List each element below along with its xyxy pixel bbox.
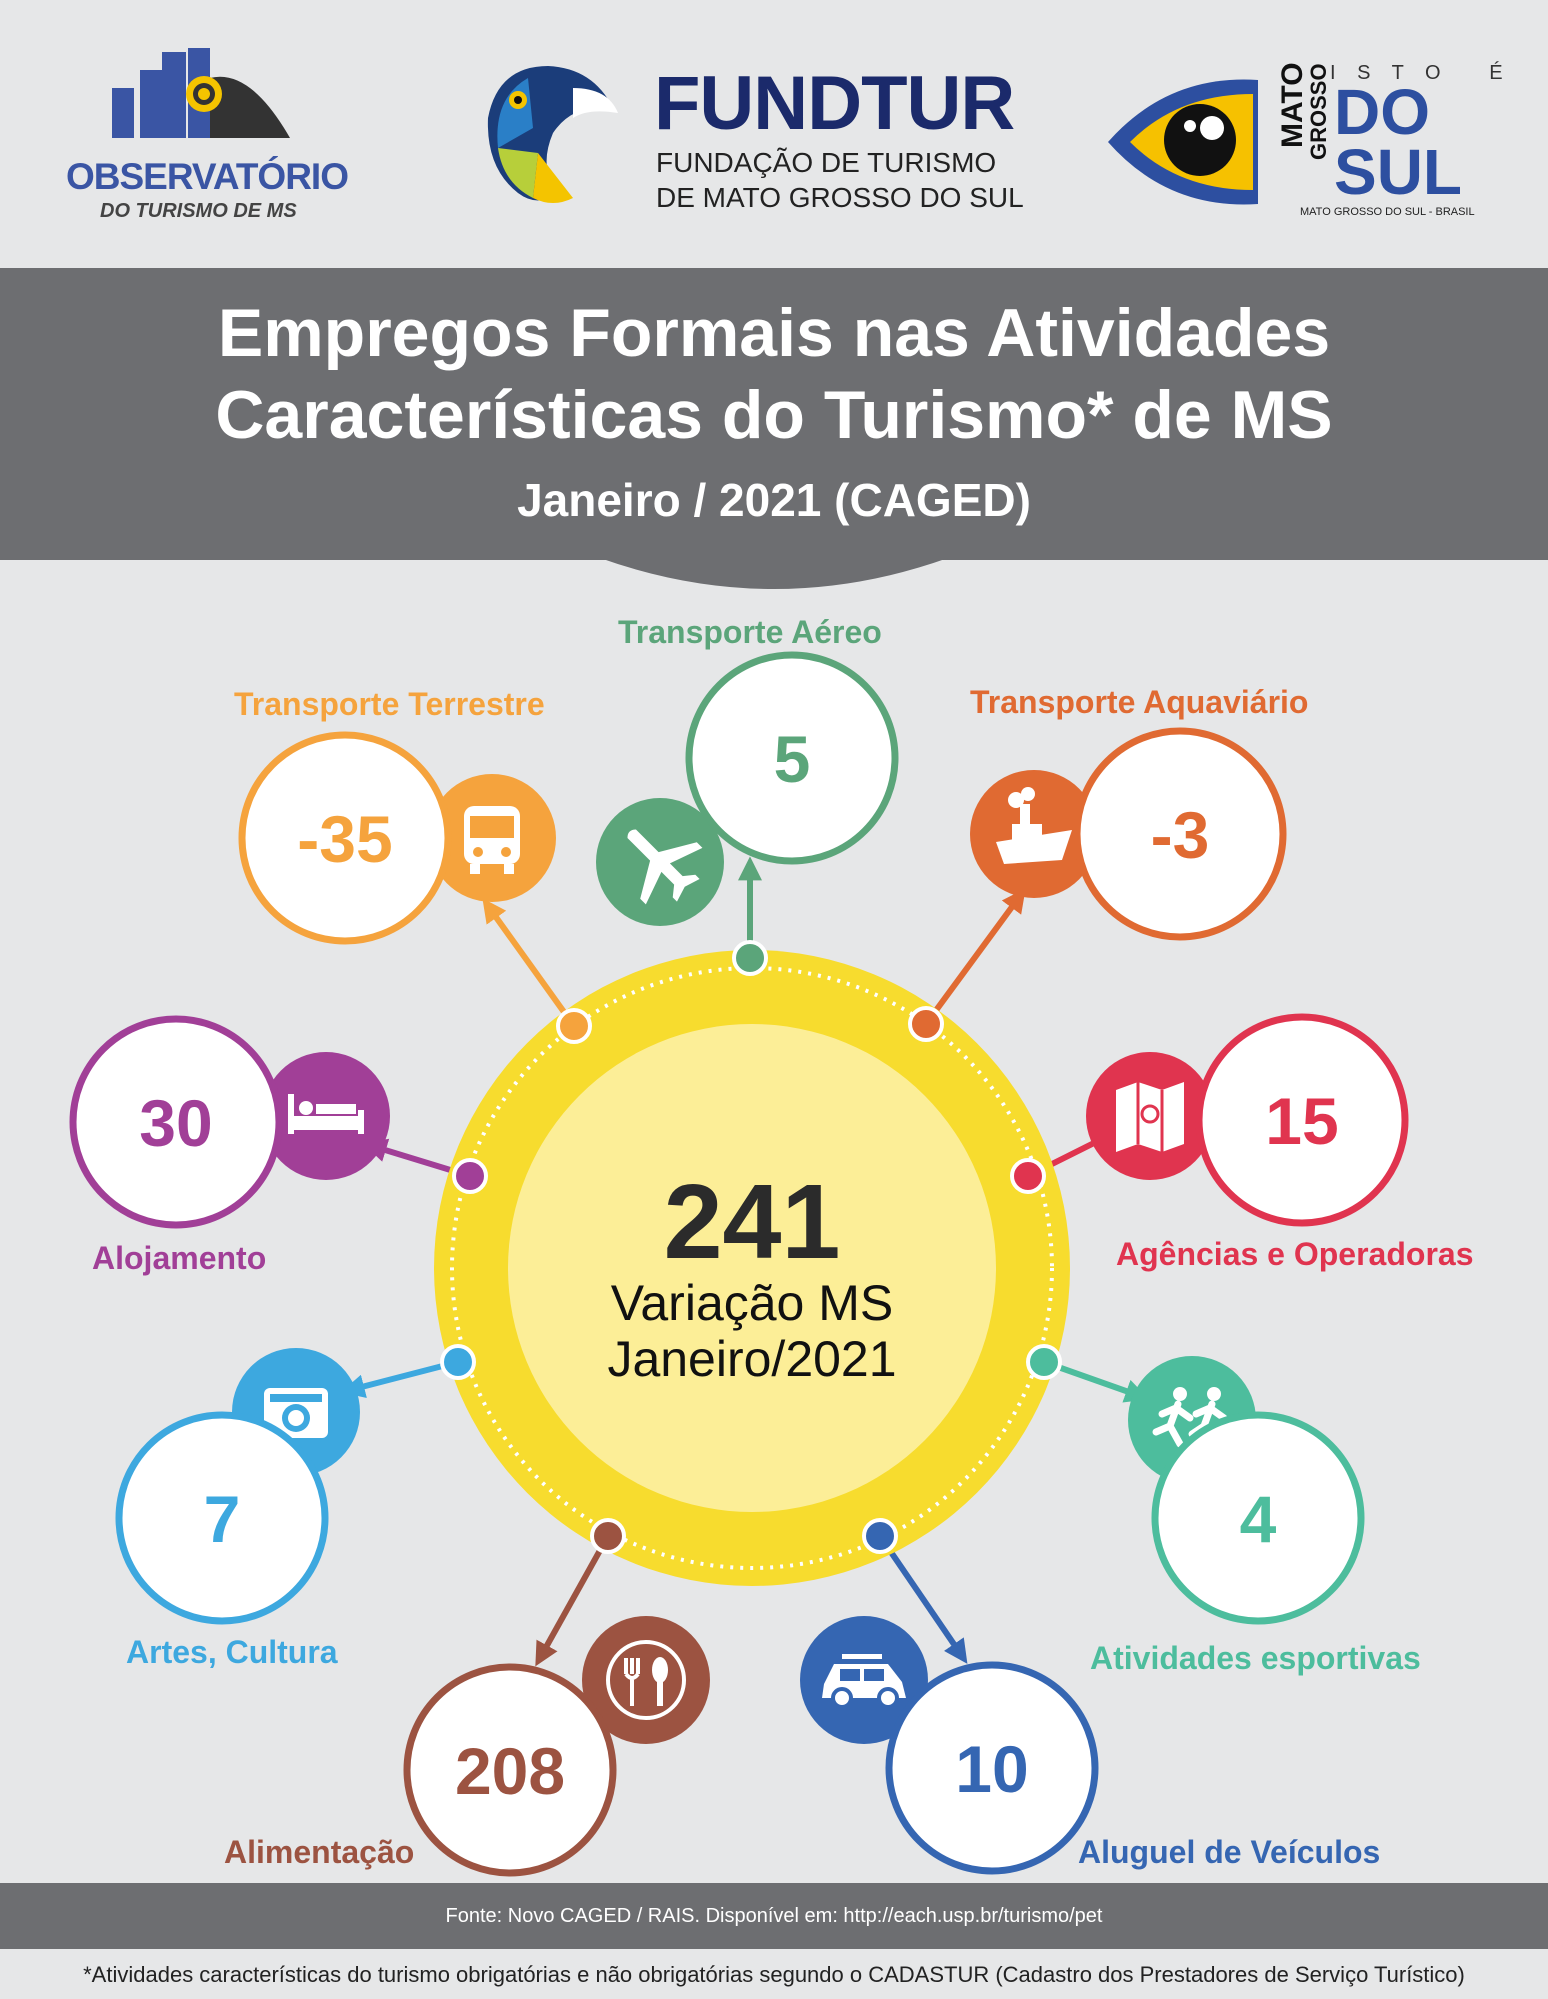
aluguel-veiculos-value: 10 bbox=[955, 1732, 1028, 1806]
transporte-aquaviario-label: Transporte Aquaviário bbox=[970, 684, 1309, 720]
transporte-terrestre-value-circle bbox=[238, 731, 452, 945]
title-band-bump bbox=[600, 558, 948, 589]
ms-sul: SUL bbox=[1334, 136, 1462, 208]
hub-label-line1: Variação MS bbox=[610, 1275, 894, 1331]
artes-cultura-value-circle bbox=[115, 1411, 329, 1625]
map-icon bbox=[1086, 1052, 1214, 1180]
alimentacao-value-circle bbox=[403, 1663, 617, 1877]
agencias-operadoras-hub-dot bbox=[1010, 1158, 1046, 1194]
transporte-terrestre-label: Transporte Terrestre bbox=[234, 686, 545, 722]
footnote: *Atividades características do turismo o… bbox=[83, 1962, 1465, 1987]
aluguel-veiculos-label: Aluguel de Veículos bbox=[1078, 1834, 1381, 1870]
ms-eye-logo bbox=[1108, 79, 1258, 205]
transporte-aquaviario-value-circle bbox=[1073, 727, 1287, 941]
agencias-operadoras-value-circle bbox=[1195, 1013, 1409, 1227]
alimentacao-hub-dot bbox=[590, 1518, 626, 1554]
aluguel-veiculos-value-circle bbox=[885, 1661, 1099, 1875]
atividades-esportivas-hub-dot bbox=[1026, 1344, 1062, 1380]
hub-value: 241 bbox=[663, 1163, 841, 1281]
page-title-line2: Características do Turismo* de MS bbox=[215, 377, 1333, 453]
alojamento-value-circle bbox=[69, 1015, 283, 1229]
ship-icon bbox=[970, 770, 1098, 898]
page-title-line1: Empregos Formais nas Atividades bbox=[217, 295, 1331, 371]
observatorio-logo bbox=[112, 48, 290, 138]
fundtur-line1: FUNDAÇÃO DE TURISMO bbox=[656, 147, 997, 178]
aluguel-veiculos-connector bbox=[877, 1534, 968, 1664]
hub-inner bbox=[508, 1024, 996, 1512]
fundtur-line2: DE MATO GROSSO DO SUL bbox=[656, 182, 1024, 213]
transporte-terrestre-value: -35 bbox=[297, 802, 392, 876]
page-subtitle: Janeiro / 2021 (CAGED) bbox=[517, 474, 1031, 526]
transporte-aereo-label: Transporte Aéreo bbox=[618, 614, 882, 650]
transporte-aereo-value: 5 bbox=[774, 722, 811, 796]
artes-cultura-hub-dot bbox=[440, 1344, 476, 1380]
transporte-terrestre-hub-dot bbox=[556, 1008, 592, 1044]
observatorio-sub: DO TURISMO DE MS bbox=[100, 200, 297, 222]
atividades-esportivas-value: 4 bbox=[1240, 1482, 1277, 1556]
atividades-esportivas-label: Atividades esportivas bbox=[1090, 1640, 1421, 1676]
car-icon bbox=[800, 1616, 928, 1744]
agencias-operadoras-value: 15 bbox=[1265, 1084, 1338, 1158]
transporte-aquaviario-connector bbox=[923, 888, 1026, 1026]
aluguel-veiculos-hub-dot bbox=[862, 1518, 898, 1554]
transporte-aereo-hub-dot bbox=[732, 940, 768, 976]
bus-icon bbox=[428, 774, 556, 902]
footer-source: Fonte: Novo CAGED / RAIS. Disponível em:… bbox=[445, 1905, 1103, 1927]
artes-cultura-value: 7 bbox=[204, 1482, 241, 1556]
header: OBSERVATÓRIO DO TURISMO DE MS FUNDTUR FU… bbox=[0, 0, 1548, 268]
alimentacao-connector bbox=[535, 1534, 611, 1667]
fundtur-bird-logo bbox=[487, 66, 618, 203]
atividades-esportivas-value-circle bbox=[1151, 1411, 1365, 1625]
agencias-operadoras-label: Agências e Operadoras bbox=[1116, 1236, 1474, 1272]
footer-band: Fonte: Novo CAGED / RAIS. Disponível em:… bbox=[0, 1883, 1548, 1949]
transporte-aereo-value-circle bbox=[685, 651, 899, 865]
alojamento-hub-dot bbox=[452, 1158, 488, 1194]
transporte-aquaviario-value: -3 bbox=[1151, 798, 1210, 872]
observatorio-name: OBSERVATÓRIO bbox=[66, 156, 349, 197]
hub-dotted-ring bbox=[450, 966, 1054, 1570]
alimentacao-label: Alimentação bbox=[224, 1834, 415, 1870]
title-band: Empregos Formais nas Atividades Caracter… bbox=[0, 268, 1548, 560]
transporte-terrestre-connector bbox=[482, 898, 577, 1028]
hub-label-line2: Janeiro/2021 bbox=[607, 1331, 897, 1387]
ms-do: DO bbox=[1334, 76, 1430, 148]
ms-sub: MATO GROSSO DO SUL - BRASIL bbox=[1300, 206, 1475, 218]
fundtur-name: FUNDTUR bbox=[654, 61, 1015, 146]
alojamento-value: 30 bbox=[139, 1086, 212, 1160]
airplane-icon bbox=[596, 798, 724, 926]
alimentacao-value: 208 bbox=[455, 1734, 565, 1808]
alojamento-label: Alojamento bbox=[92, 1240, 267, 1276]
bed-icon bbox=[262, 1052, 390, 1180]
artes-cultura-label: Artes, Cultura bbox=[126, 1634, 338, 1670]
cutlery-icon bbox=[582, 1616, 710, 1744]
ms-top-text: I S T O É bbox=[1330, 62, 1511, 84]
transporte-aquaviario-hub-dot bbox=[908, 1006, 944, 1042]
artes-cultura-connector bbox=[340, 1359, 459, 1399]
